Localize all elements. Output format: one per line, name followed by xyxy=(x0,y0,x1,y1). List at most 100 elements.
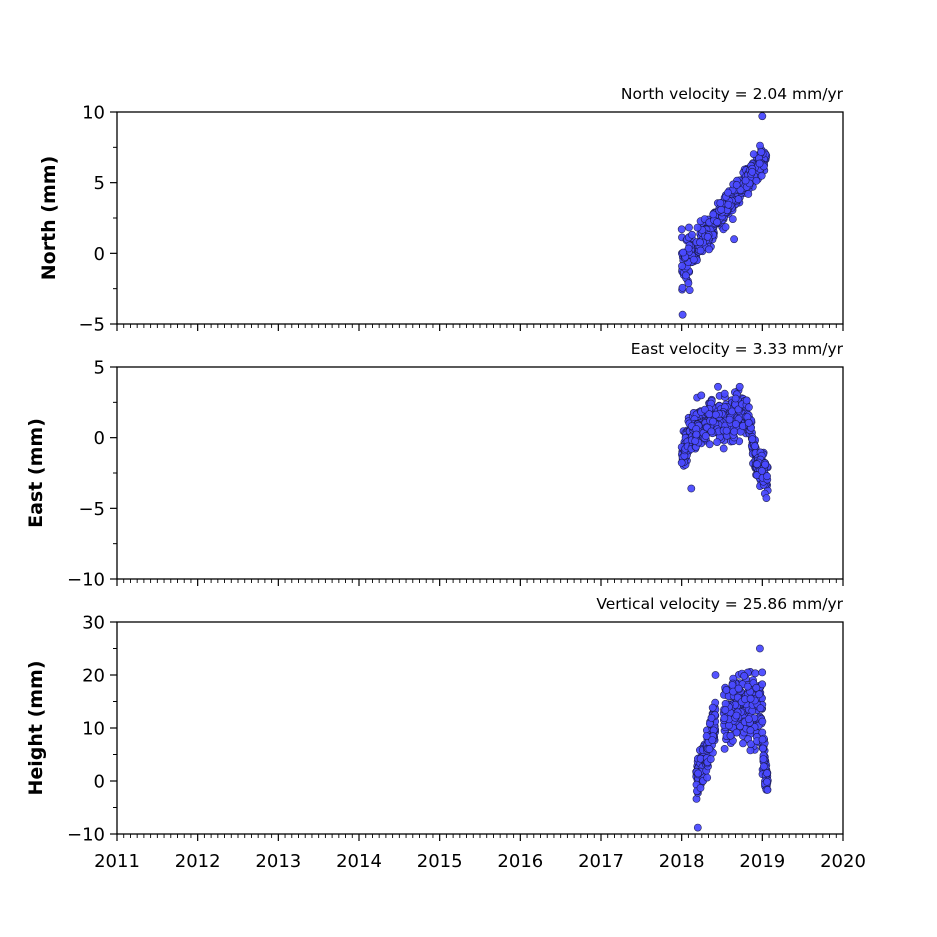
data-point xyxy=(703,232,712,241)
data-point xyxy=(724,200,733,209)
data-point xyxy=(751,669,760,678)
north-y-axis-label: North (mm) xyxy=(38,156,60,281)
data-point xyxy=(693,823,702,832)
data-point xyxy=(744,190,753,198)
data-point xyxy=(705,745,714,753)
y-tick-label: −10 xyxy=(67,570,105,591)
data-point xyxy=(763,472,771,481)
y-tick-label: 5 xyxy=(94,173,105,194)
data-point xyxy=(758,466,766,475)
y-tick-label: 20 xyxy=(82,666,105,687)
data-point xyxy=(707,427,716,436)
data-point xyxy=(757,171,766,180)
data-point xyxy=(732,711,741,720)
data-point xyxy=(744,418,753,427)
data-point xyxy=(759,755,768,763)
data-point xyxy=(725,415,734,424)
data-point xyxy=(687,484,696,493)
data-point xyxy=(720,389,729,398)
data-point xyxy=(758,680,767,689)
data-point xyxy=(716,199,725,207)
data-point xyxy=(697,391,706,400)
data-point xyxy=(752,683,761,692)
data-point xyxy=(696,238,704,247)
data-point xyxy=(746,726,755,735)
data-point xyxy=(751,442,759,451)
data-point xyxy=(685,223,693,232)
data-point xyxy=(759,744,767,753)
data-point xyxy=(747,740,755,748)
y-tick-label: 0 xyxy=(94,244,105,265)
data-point xyxy=(732,180,741,189)
x-tick-label: 2012 xyxy=(175,851,221,872)
x-tick-label: 2016 xyxy=(497,851,543,872)
y-tick-label: −5 xyxy=(78,315,105,336)
data-point xyxy=(722,426,731,435)
data-point xyxy=(682,271,690,280)
data-point xyxy=(678,262,686,270)
y-tick-label: 0 xyxy=(94,772,105,793)
data-point xyxy=(707,714,716,722)
data-point xyxy=(709,417,717,426)
data-point xyxy=(740,672,749,680)
data-point xyxy=(694,769,702,778)
data-point xyxy=(735,382,744,391)
data-point xyxy=(744,715,753,723)
data-point xyxy=(728,215,737,223)
data-point xyxy=(703,773,712,782)
data-point xyxy=(736,186,745,194)
data-point xyxy=(688,230,696,239)
x-tick-label: 2015 xyxy=(417,851,463,872)
data-point xyxy=(711,410,720,419)
data-point xyxy=(720,714,729,723)
data-point xyxy=(722,686,731,694)
data-point xyxy=(730,235,738,244)
data-point xyxy=(758,668,767,677)
y-tick-label: 0 xyxy=(94,428,105,449)
data-point xyxy=(758,717,767,726)
data-point xyxy=(705,440,714,449)
data-point xyxy=(728,407,736,416)
data-point xyxy=(757,148,766,156)
data-point xyxy=(763,777,771,786)
data-point xyxy=(763,786,772,794)
data-point xyxy=(696,784,705,792)
data-point xyxy=(684,244,693,253)
data-point xyxy=(756,141,764,150)
data-point xyxy=(741,176,750,185)
data-point xyxy=(732,728,741,737)
data-point xyxy=(705,410,714,419)
data-point xyxy=(696,246,705,255)
data-point xyxy=(731,420,740,428)
data-point xyxy=(714,382,722,391)
y-tick-label: 10 xyxy=(82,719,105,740)
height-y-axis-label: Height (mm) xyxy=(25,660,47,795)
data-point xyxy=(756,704,765,713)
east-panel: East velocity = 3.33 mm/yr East (mm) −10… xyxy=(25,340,844,591)
x-tick-label: 2017 xyxy=(578,851,624,872)
data-point xyxy=(739,739,747,748)
x-tick-label: 2018 xyxy=(659,851,705,872)
data-point xyxy=(705,245,713,254)
data-point xyxy=(758,735,767,744)
data-point xyxy=(692,430,701,439)
data-point xyxy=(730,427,739,436)
data-point xyxy=(679,248,687,257)
data-point xyxy=(724,188,732,197)
data-point xyxy=(701,432,710,440)
data-point xyxy=(755,159,764,168)
data-point xyxy=(684,279,693,288)
data-point xyxy=(720,745,729,753)
x-tick-label: 2013 xyxy=(255,851,301,872)
data-point xyxy=(721,706,730,714)
data-point xyxy=(758,112,767,121)
data-point xyxy=(693,223,702,232)
data-point xyxy=(678,310,687,319)
north-panel: North velocity = 2.04 mm/yr North (mm) −… xyxy=(38,85,844,336)
data-point xyxy=(752,176,761,185)
data-point xyxy=(678,283,687,292)
x-tick-label: 2014 xyxy=(336,851,382,872)
data-point xyxy=(709,210,718,219)
data-point xyxy=(708,736,717,744)
data-point xyxy=(756,644,764,653)
